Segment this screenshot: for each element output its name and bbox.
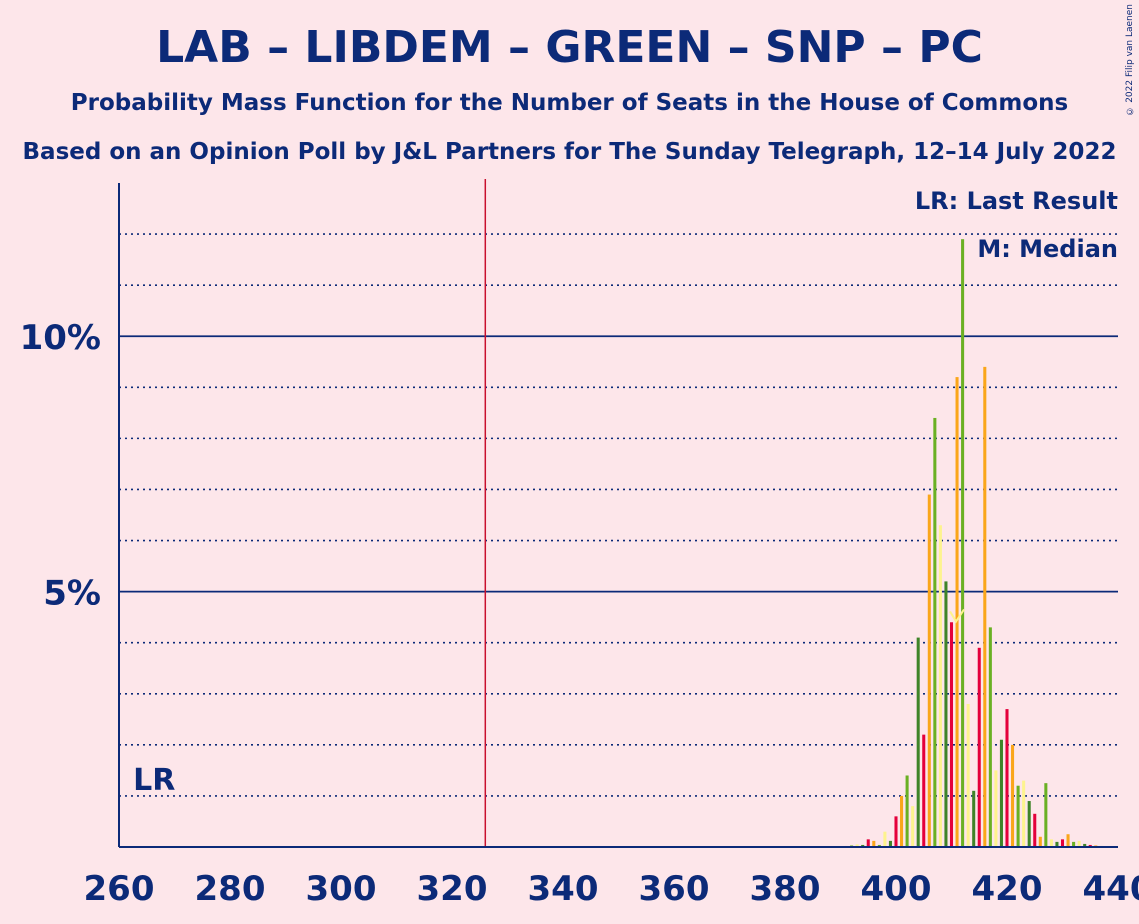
- x-tick-label: 300: [306, 869, 377, 909]
- bar: [900, 795, 904, 847]
- bar: [1060, 839, 1065, 847]
- bar: [961, 239, 965, 847]
- bar: [1005, 709, 1009, 847]
- x-tick-label: 380: [750, 869, 821, 909]
- chart-source-note: Based on an Opinion Poll by J&L Partners…: [22, 139, 1117, 165]
- bar: [1055, 841, 1059, 847]
- bar: [1038, 836, 1042, 847]
- y-tick-label: 10%: [20, 318, 101, 358]
- bar: [944, 581, 948, 847]
- bar: [888, 840, 892, 847]
- legend-last-result: LR: Last Result: [915, 187, 1118, 215]
- y-axis-ticks: 5% 10%: [20, 318, 101, 613]
- x-tick-label: 320: [417, 869, 488, 909]
- chart-title: LAB – LIBDEM – GREEN – SNP – PC: [156, 22, 983, 73]
- bar: [983, 366, 987, 847]
- bar: [883, 831, 887, 847]
- bar: [922, 734, 926, 847]
- bar: [866, 839, 870, 847]
- legend-median: M: Median: [977, 235, 1118, 263]
- bar: [972, 790, 976, 847]
- x-tick-label: 340: [528, 869, 599, 909]
- bar: [872, 840, 876, 847]
- bar: [955, 377, 959, 847]
- bar: [1022, 780, 1026, 847]
- bar: [994, 770, 998, 847]
- y-tick-label: 5%: [43, 574, 101, 614]
- bar: [1049, 839, 1053, 847]
- x-axis-ticks: 260 280 300 320 340 360 380 400 420 440: [84, 869, 1139, 909]
- bar: [1016, 785, 1020, 847]
- x-tick-label: 260: [84, 869, 155, 909]
- bar: [933, 417, 937, 847]
- bar: [999, 739, 1003, 847]
- bar: [966, 703, 970, 847]
- bar: [877, 844, 881, 847]
- bar: [1044, 783, 1048, 847]
- x-tick-label: 280: [195, 869, 266, 909]
- bar: [1066, 834, 1070, 847]
- bars: LR: [133, 239, 1109, 847]
- bar: [927, 494, 931, 847]
- bar: [949, 622, 954, 847]
- bar: [988, 627, 992, 847]
- axes: [118, 183, 1118, 848]
- bar: [1072, 841, 1076, 847]
- bar: [911, 806, 915, 847]
- bar: [916, 637, 920, 847]
- x-tick-label: 420: [972, 869, 1043, 909]
- chart-subtitle: Probability Mass Function for the Number…: [70, 90, 1069, 116]
- bar: [861, 844, 865, 847]
- bar: [977, 647, 981, 847]
- x-tick-label: 400: [861, 869, 932, 909]
- bar: [855, 844, 859, 847]
- x-tick-label: 440: [1083, 869, 1139, 909]
- bar: [1011, 744, 1015, 847]
- bar: [1083, 843, 1087, 847]
- median-marker: [949, 608, 965, 624]
- bar: [1033, 813, 1037, 847]
- x-tick-label: 360: [639, 869, 710, 909]
- bar: [905, 775, 909, 847]
- bar: [1088, 844, 1092, 847]
- last-result-label: LR: [133, 763, 175, 798]
- bar: [894, 816, 898, 847]
- bar: [938, 525, 942, 847]
- bar: [1027, 801, 1031, 847]
- gridlines: [119, 179, 1118, 847]
- bar: [1077, 840, 1081, 847]
